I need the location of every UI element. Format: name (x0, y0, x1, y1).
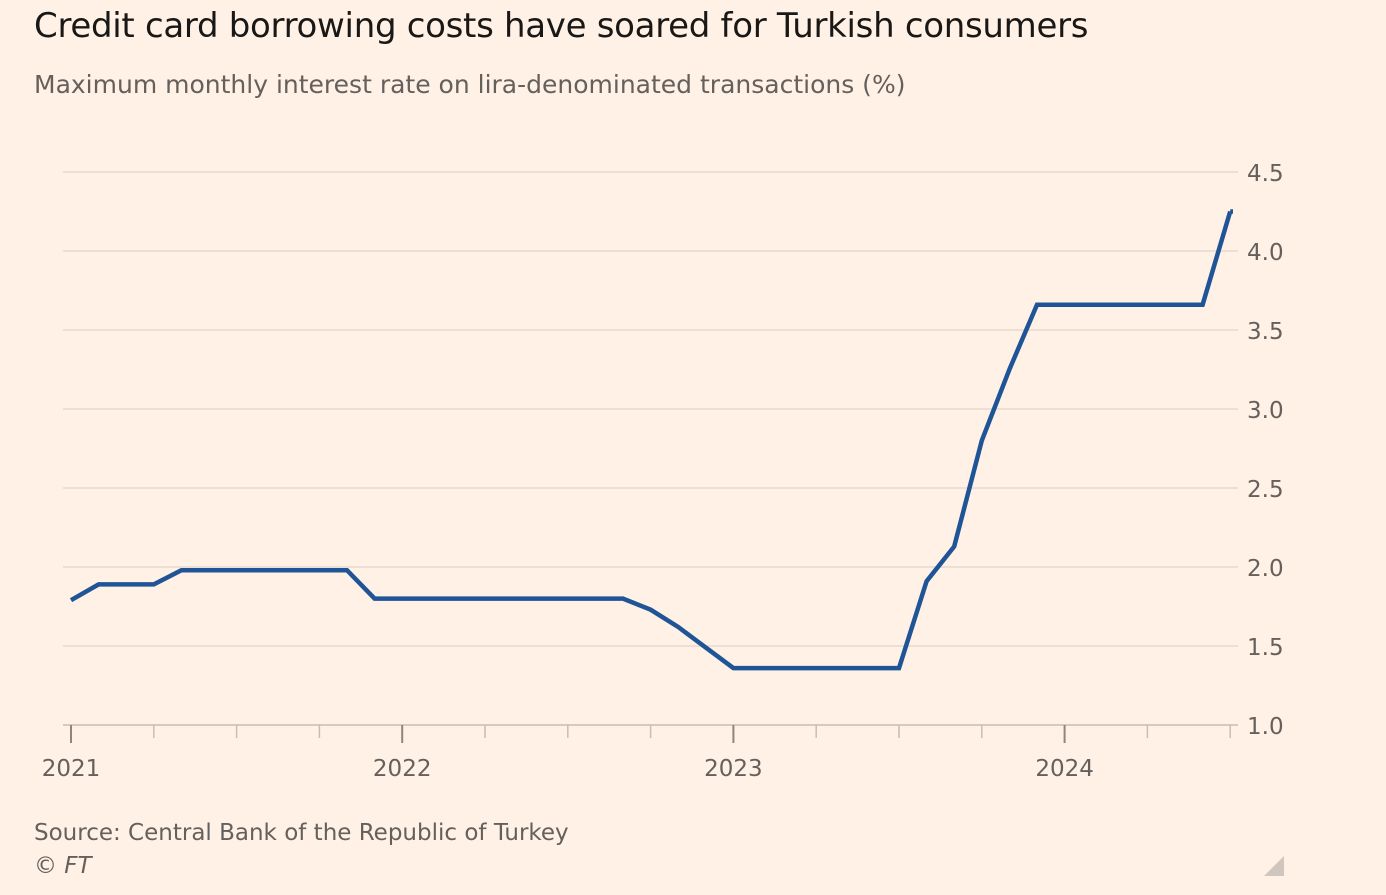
gridlines (63, 171, 1238, 647)
y-tick-label-3.5: 3.5 (1247, 319, 1284, 345)
y-tick-label-4.5: 4.5 (1247, 161, 1284, 187)
x-tick-label-2022: 2022 (373, 756, 432, 782)
resize-grip-icon[interactable] (1264, 856, 1284, 876)
y-axis-tick-labels: 1.0 1.5 2.0 2.5 3.0 3.5 4.0 4.5 (1247, 161, 1284, 740)
x-tick-label-2021: 2021 (42, 756, 101, 782)
y-tick-label-2.0: 2.0 (1247, 556, 1284, 582)
chart-title: Credit card borrowing costs have soared … (34, 6, 1089, 46)
copyright-credit: © FT (34, 853, 92, 879)
y-tick-label-1.5: 1.5 (1247, 635, 1284, 661)
y-tick-label-2.5: 2.5 (1247, 477, 1284, 503)
x-tick-label-2023: 2023 (704, 756, 763, 782)
source-note: Source: Central Bank of the Republic of … (34, 820, 569, 846)
x-axis (63, 724, 1238, 743)
y-tick-label-4.0: 4.0 (1247, 240, 1284, 266)
chart-subtitle: Maximum monthly interest rate on lira-de… (34, 70, 906, 99)
series (69, 209, 1233, 671)
x-axis-tick-labels: 2021 2022 2023 2024 (42, 756, 1094, 782)
x-tick-label-2024: 2024 (1035, 756, 1094, 782)
series-line-0 (69, 210, 1233, 671)
y-tick-label-3.0: 3.0 (1247, 398, 1284, 424)
y-tick-label-1.0: 1.0 (1247, 714, 1284, 740)
